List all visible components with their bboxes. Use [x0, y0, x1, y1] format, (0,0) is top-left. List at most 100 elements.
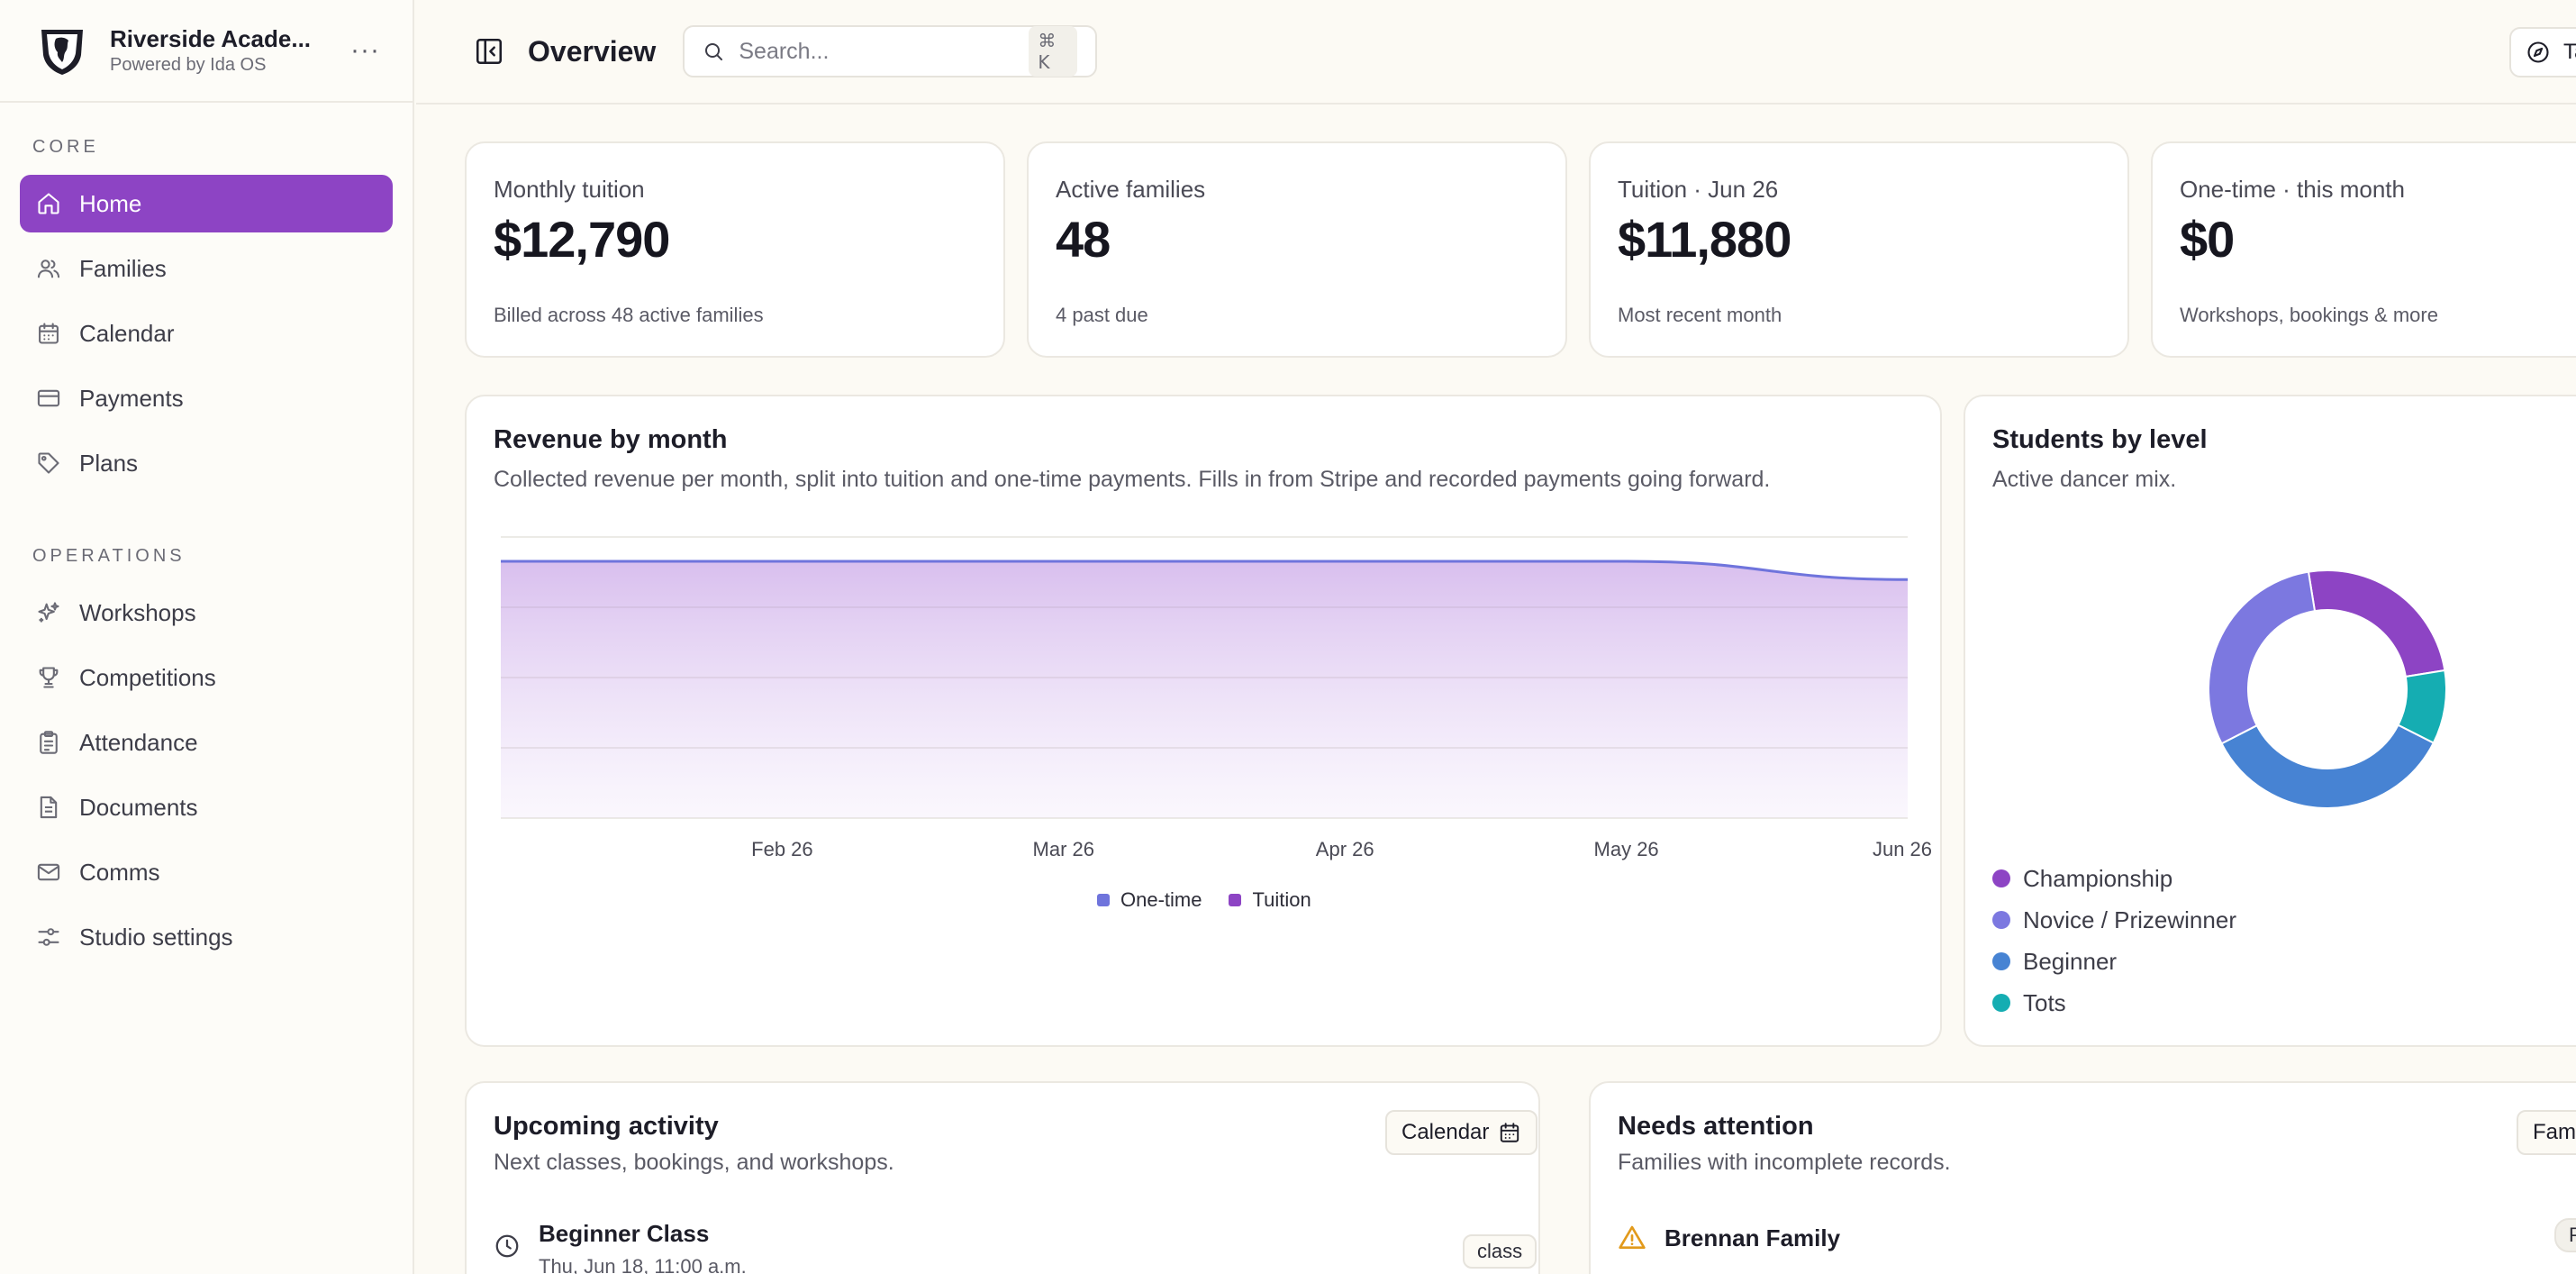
top-bar: Overview ⌘ K: [416, 0, 2576, 105]
legend-label-one-time: One-time: [1120, 888, 1202, 911]
page-title: Overview: [528, 34, 657, 68]
legend-item-championship: Championship: [1992, 858, 2236, 899]
top-right-button-label: Ta: [2563, 40, 2576, 64]
card-description: Next classes, bookings, and workshops.: [494, 1150, 894, 1175]
warning-icon: [1619, 1225, 1646, 1249]
stat-label: One-time · this month: [2180, 176, 2405, 203]
stat-card-active-families: Active families 48 4 past due: [1027, 141, 1567, 358]
legend-item-novice-prizewinner: Novice / Prizewinner: [1992, 899, 2236, 941]
legend-label-tuition: Tuition: [1252, 888, 1311, 911]
users-icon: [37, 259, 60, 278]
stat-card-tuition-month: Tuition · Jun 26 $11,880 Most recent mon…: [1589, 141, 2129, 358]
level-legend: Championship Novice / Prizewinner Beginner…: [1992, 858, 2236, 1024]
mail-icon: [37, 863, 60, 881]
legend-swatch: [1992, 994, 2010, 1012]
card-title: Upcoming activity: [494, 1112, 719, 1141]
sidebar-item-label: Competitions: [79, 663, 216, 691]
sidebar-item-comms[interactable]: Comms: [20, 843, 393, 901]
families-button[interactable]: Fami: [2517, 1110, 2576, 1155]
legend-item-beginner: Beginner: [1992, 941, 2236, 982]
sidebar-item-competitions[interactable]: Competitions: [20, 649, 393, 706]
x-tick-label: Feb 26: [751, 838, 813, 860]
legend-label: Championship: [2023, 864, 2173, 892]
family-status-badge: P: [2554, 1218, 2576, 1252]
stat-card-one-time: One-time · this month $0 Workshops, book…: [2151, 141, 2576, 358]
donut-slice-beginner[interactable]: [2220, 723, 2435, 809]
sidebar-item-studio-settings[interactable]: Studio settings: [20, 908, 393, 966]
search-shortcut-badge: ⌘ K: [1029, 26, 1078, 77]
card-title: Needs attention: [1618, 1112, 1814, 1141]
revenue-area-chart: Feb 26 Mar 26 Apr 26 May 26 Jun 26: [501, 536, 1932, 860]
sidebar-item-label: Plans: [79, 449, 139, 477]
document-icon: [40, 796, 58, 819]
brand-header[interactable]: Riverside Acade... Powered by Ida OS ···: [0, 0, 413, 103]
legend-swatch-one-time: [1097, 894, 1110, 906]
stat-value: $12,790: [494, 211, 670, 268]
tag-icon: [38, 452, 59, 474]
x-tick-label: Apr 26: [1316, 838, 1374, 860]
stat-subtext: Workshops, bookings & more: [2180, 304, 2438, 326]
list-item[interactable]: Brennan Family: [1618, 1220, 2576, 1274]
students-by-level-card: Students by level Active dancer mix. Cha…: [1964, 395, 2576, 1047]
upcoming-activity-card: Upcoming activity Next classes, bookings…: [465, 1081, 1540, 1274]
activity-time: Thu, Jun 18, 11:00 a.m.: [539, 1255, 747, 1274]
legend-label: Beginner: [2023, 947, 2118, 975]
sidebar-item-label: Calendar: [79, 319, 175, 347]
stat-subtext: 4 past due: [1056, 304, 1148, 326]
sidebar: Riverside Acade... Powered by Ida OS ···…: [0, 0, 414, 1274]
calendar-button[interactable]: Calendar: [1385, 1110, 1538, 1155]
sidebar-item-workshops[interactable]: Workshops: [20, 584, 393, 642]
stat-value: $11,880: [1618, 211, 1791, 268]
students-donut-chart: [2208, 569, 2447, 809]
donut-slice-championship[interactable]: [2307, 569, 2446, 678]
sliders-icon: [38, 928, 59, 946]
stat-label: Tuition · Jun 26: [1618, 176, 1779, 203]
sidebar-item-label: Studio settings: [79, 923, 233, 951]
stat-subtext: Billed across 48 active families: [494, 304, 764, 326]
card-title: Students by level: [1992, 425, 2208, 454]
more-options-icon[interactable]: ···: [350, 35, 380, 65]
activity-text: Beginner Class Thu, Jun 18, 11:00 a.m.: [539, 1220, 747, 1274]
sidebar-item-label: Families: [79, 254, 167, 282]
sidebar-item-label: Payments: [79, 384, 184, 412]
sidebar-item-payments[interactable]: Payments: [20, 369, 393, 427]
card-description: Collected revenue per month, split into …: [494, 467, 1771, 492]
needs-attention-card: Needs attention Families with incomplete…: [1589, 1081, 2576, 1274]
calendar-button-label: Calendar: [1401, 1120, 1490, 1144]
card-description: Families with incomplete records.: [1618, 1150, 1951, 1175]
trophy-icon: [39, 667, 59, 688]
x-tick-label: Jun 26: [1873, 838, 1932, 860]
search-icon: [705, 42, 723, 61]
donut-slice-novice-prizewinner[interactable]: [2208, 570, 2317, 745]
stat-value: $0: [2180, 211, 2235, 268]
legend-label: Tots: [2023, 988, 2066, 1016]
sidebar-item-label: Home: [79, 189, 142, 217]
stat-subtext: Most recent month: [1618, 304, 1782, 326]
search-box[interactable]: ⌘ K: [683, 25, 1098, 77]
activity-title: Beginner Class: [539, 1220, 710, 1247]
sidebar-item-plans[interactable]: Plans: [20, 434, 393, 492]
sidebar-item-documents[interactable]: Documents: [20, 778, 393, 836]
x-tick-label: Mar 26: [1033, 838, 1094, 860]
sidebar-item-families[interactable]: Families: [20, 240, 393, 297]
list-item[interactable]: Beginner Class Thu, Jun 18, 11:00 a.m.: [494, 1220, 747, 1274]
legend-swatch: [1992, 869, 2010, 887]
tuition-area: [501, 560, 1908, 818]
sidebar-item-label: Documents: [79, 793, 198, 821]
brand-subtitle: Powered by Ida OS: [110, 55, 267, 75]
search-input[interactable]: [739, 38, 1029, 65]
sidebar-toggle-icon[interactable]: [474, 36, 504, 67]
revenue-chart-card: Revenue by month Collected revenue per m…: [465, 395, 1942, 1047]
top-right-button[interactable]: Ta: [2509, 27, 2576, 77]
sidebar-item-label: Workshops: [79, 598, 196, 626]
calendar-icon: [1501, 1123, 1519, 1142]
sidebar-item-home[interactable]: Home: [20, 175, 393, 232]
families-button-label: Fami: [2533, 1120, 2576, 1144]
brand-text: Riverside Acade... Powered by Ida OS: [110, 24, 350, 77]
sidebar-item-attendance[interactable]: Attendance: [20, 714, 393, 771]
sidebar-item-calendar[interactable]: Calendar: [20, 305, 393, 362]
legend-swatch: [1992, 911, 2010, 929]
clock-icon: [495, 1234, 519, 1258]
calendar-icon: [39, 323, 59, 344]
chart-legend: One-time Tuition: [1097, 888, 1311, 912]
